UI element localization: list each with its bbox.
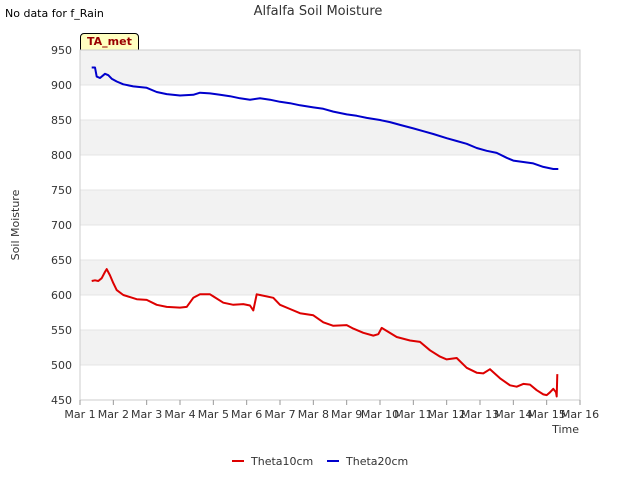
x-tick-label: Mar 12: [428, 408, 466, 421]
y-tick-label: 700: [51, 219, 72, 232]
plot-frame: [79, 49, 581, 401]
x-axis-label: Time: [551, 423, 579, 436]
background-bands: [80, 50, 580, 365]
band: [80, 330, 580, 365]
band: [80, 50, 580, 85]
band: [80, 190, 580, 225]
y-tick-label: 900: [51, 79, 72, 92]
x-tick-label: Mar 11: [394, 408, 432, 421]
x-tick-label: Mar 10: [361, 408, 399, 421]
y-tick-label: 450: [51, 394, 72, 407]
x-tick-label: Mar 16: [561, 408, 599, 421]
no-data-notice: No data for f_Rain: [5, 7, 104, 20]
x-tick-label: Mar 13: [461, 408, 499, 421]
chart-title: Alfalfa Soil Moisture: [254, 4, 383, 19]
y-axis-ticks: 450 500 550 600 650 700 750 800 850 900 950: [51, 44, 72, 407]
band: [80, 120, 580, 155]
y-tick-label: 950: [51, 44, 72, 57]
y-tick-label: 500: [51, 359, 72, 372]
x-tick-label: Mar 14: [494, 408, 532, 421]
legend-label: Theta10cm: [250, 455, 313, 468]
x-tick-label: Mar 3: [131, 408, 162, 421]
legend-label: Theta20cm: [345, 455, 408, 468]
y-tick-label: 800: [51, 149, 72, 162]
x-tick-label: Mar 5: [198, 408, 229, 421]
x-tick-label: Mar 6: [231, 408, 262, 421]
y-tick-label: 750: [51, 184, 72, 197]
y-tick-label: 550: [51, 324, 72, 337]
series-lines: [91, 66, 559, 398]
x-tick-label: Mar 2: [98, 408, 129, 421]
y-tick-label: 600: [51, 289, 72, 302]
band: [80, 260, 580, 295]
series-line-theta10cm: [91, 268, 559, 398]
x-tick-label: Mar 4: [164, 408, 195, 421]
series-line-theta20cm: [91, 66, 559, 170]
x-tick-label: Mar 1: [64, 408, 95, 421]
x-tick-label: Mar 9: [331, 408, 362, 421]
x-tick-label: Mar 15: [528, 408, 566, 421]
y-axis-label: Soil Moisture: [9, 189, 22, 260]
x-axis-ticks: Mar 1 Mar 2 Mar 3 Mar 4 Mar 5 Mar 6 Mar 7 Mar 8…: [64, 400, 599, 421]
y-tick-label: 650: [51, 254, 72, 267]
y-tick-label: 850: [51, 114, 72, 127]
legend: Theta10cm Theta20cm: [232, 455, 408, 468]
x-tick-label: Mar 8: [298, 408, 329, 421]
x-tick-label: Mar 7: [264, 408, 295, 421]
